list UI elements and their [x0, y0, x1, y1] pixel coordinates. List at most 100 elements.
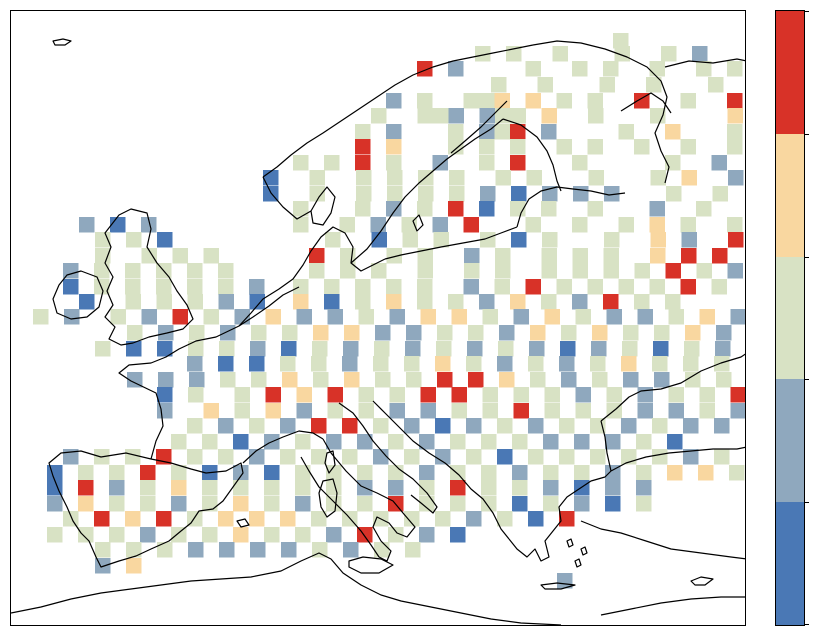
coastline-cyprus: [690, 576, 714, 586]
grid-cell: [47, 480, 63, 496]
coastline-anatolia-south: [580, 520, 745, 560]
grid-cell: [561, 372, 577, 388]
grid-cell: [513, 403, 529, 419]
grid-cell: [281, 542, 297, 558]
grid-cell: [326, 465, 342, 481]
grid-cell: [481, 465, 497, 481]
grid-cell: [692, 46, 708, 62]
grid-cell: [342, 449, 358, 465]
grid-cell: [530, 325, 546, 341]
coastline-balearic: [236, 518, 250, 528]
grid-cell: [251, 372, 267, 388]
coastline-baltic-east: [516, 186, 626, 228]
grid-cell: [311, 511, 327, 527]
grid-cell: [437, 325, 453, 341]
coastline-italy: [300, 438, 416, 562]
grid-cell: [448, 108, 464, 124]
grid-cell: [513, 387, 529, 403]
grid-cell: [125, 511, 141, 527]
grid-cell: [680, 139, 696, 155]
grid-cell: [649, 61, 665, 77]
grid-cell: [685, 325, 701, 341]
grid-cell: [603, 248, 619, 264]
grid-cell: [728, 232, 744, 248]
grid-cell: [727, 139, 743, 155]
grid-cell: [295, 434, 311, 450]
grid-cell: [234, 309, 250, 325]
grid-cell: [525, 217, 541, 233]
grid-cell: [714, 356, 730, 372]
grid-cell: [479, 155, 495, 171]
grid-cell: [512, 480, 528, 496]
grid-cell: [482, 309, 498, 325]
grid-cell: [127, 372, 143, 388]
grid-cell: [680, 93, 696, 109]
grid-cell: [499, 325, 515, 341]
grid-cell: [435, 511, 451, 527]
grid-cell: [296, 309, 312, 325]
grid-cell: [637, 387, 653, 403]
grid-cell: [603, 61, 619, 77]
grid-cell: [265, 387, 281, 403]
grid-cell: [614, 46, 630, 62]
grid-cell: [249, 511, 265, 527]
grid-cell: [371, 108, 387, 124]
grid-cell: [525, 93, 541, 109]
grid-cell: [685, 372, 701, 388]
grid-cell: [371, 232, 387, 248]
grid-cell: [543, 496, 559, 512]
grid-cell: [355, 155, 371, 171]
grid-cell: [156, 511, 172, 527]
grid-cell: [729, 465, 745, 481]
grid-cell: [343, 542, 359, 558]
grid-cell: [219, 341, 235, 357]
grid-cell: [218, 449, 234, 465]
grid-cell: [482, 387, 498, 403]
grid-cell: [510, 124, 526, 140]
grid-cell: [513, 309, 529, 325]
grid-cell: [293, 155, 309, 171]
grid-cell: [468, 325, 484, 341]
grid-cell: [587, 139, 603, 155]
grid-cell: [293, 217, 309, 233]
grid-cell: [187, 418, 203, 434]
grid-cell: [649, 217, 665, 233]
grid-cell: [450, 527, 466, 543]
grid-cell: [541, 263, 557, 279]
grid-cell: [543, 434, 559, 450]
grid-cell: [311, 356, 327, 372]
grid-cell: [293, 294, 309, 310]
grid-cell: [727, 93, 743, 109]
grid-cell: [463, 217, 479, 233]
grid-cell: [573, 186, 589, 202]
grid-cell: [187, 279, 203, 295]
grid-cell: [479, 294, 495, 310]
grid-cell: [324, 294, 340, 310]
grid-cell: [419, 480, 435, 496]
grid-cell: [220, 372, 236, 388]
grid-cell: [172, 309, 188, 325]
grid-cell: [187, 449, 203, 465]
grid-cell: [541, 124, 557, 140]
grid-cell: [727, 263, 743, 279]
grid-cell: [158, 372, 174, 388]
grid-cell: [126, 542, 142, 558]
grid-cell: [495, 170, 511, 186]
grid-cell: [373, 449, 389, 465]
grid-cell: [249, 449, 265, 465]
grid-cell: [386, 124, 402, 140]
grid-cell: [730, 403, 745, 419]
grid-cell: [528, 356, 544, 372]
grid-cell: [592, 372, 608, 388]
map-frame: [10, 10, 746, 626]
grid-cell: [480, 186, 496, 202]
grid-cell: [498, 341, 514, 357]
grid-cell: [417, 279, 433, 295]
grid-cell: [621, 356, 637, 372]
grid-cell: [187, 356, 203, 372]
grid-cell: [665, 294, 681, 310]
grid-cell: [295, 465, 311, 481]
grid-cell: [249, 418, 265, 434]
grid-cell: [481, 496, 497, 512]
colorbar-tick: [805, 11, 809, 12]
